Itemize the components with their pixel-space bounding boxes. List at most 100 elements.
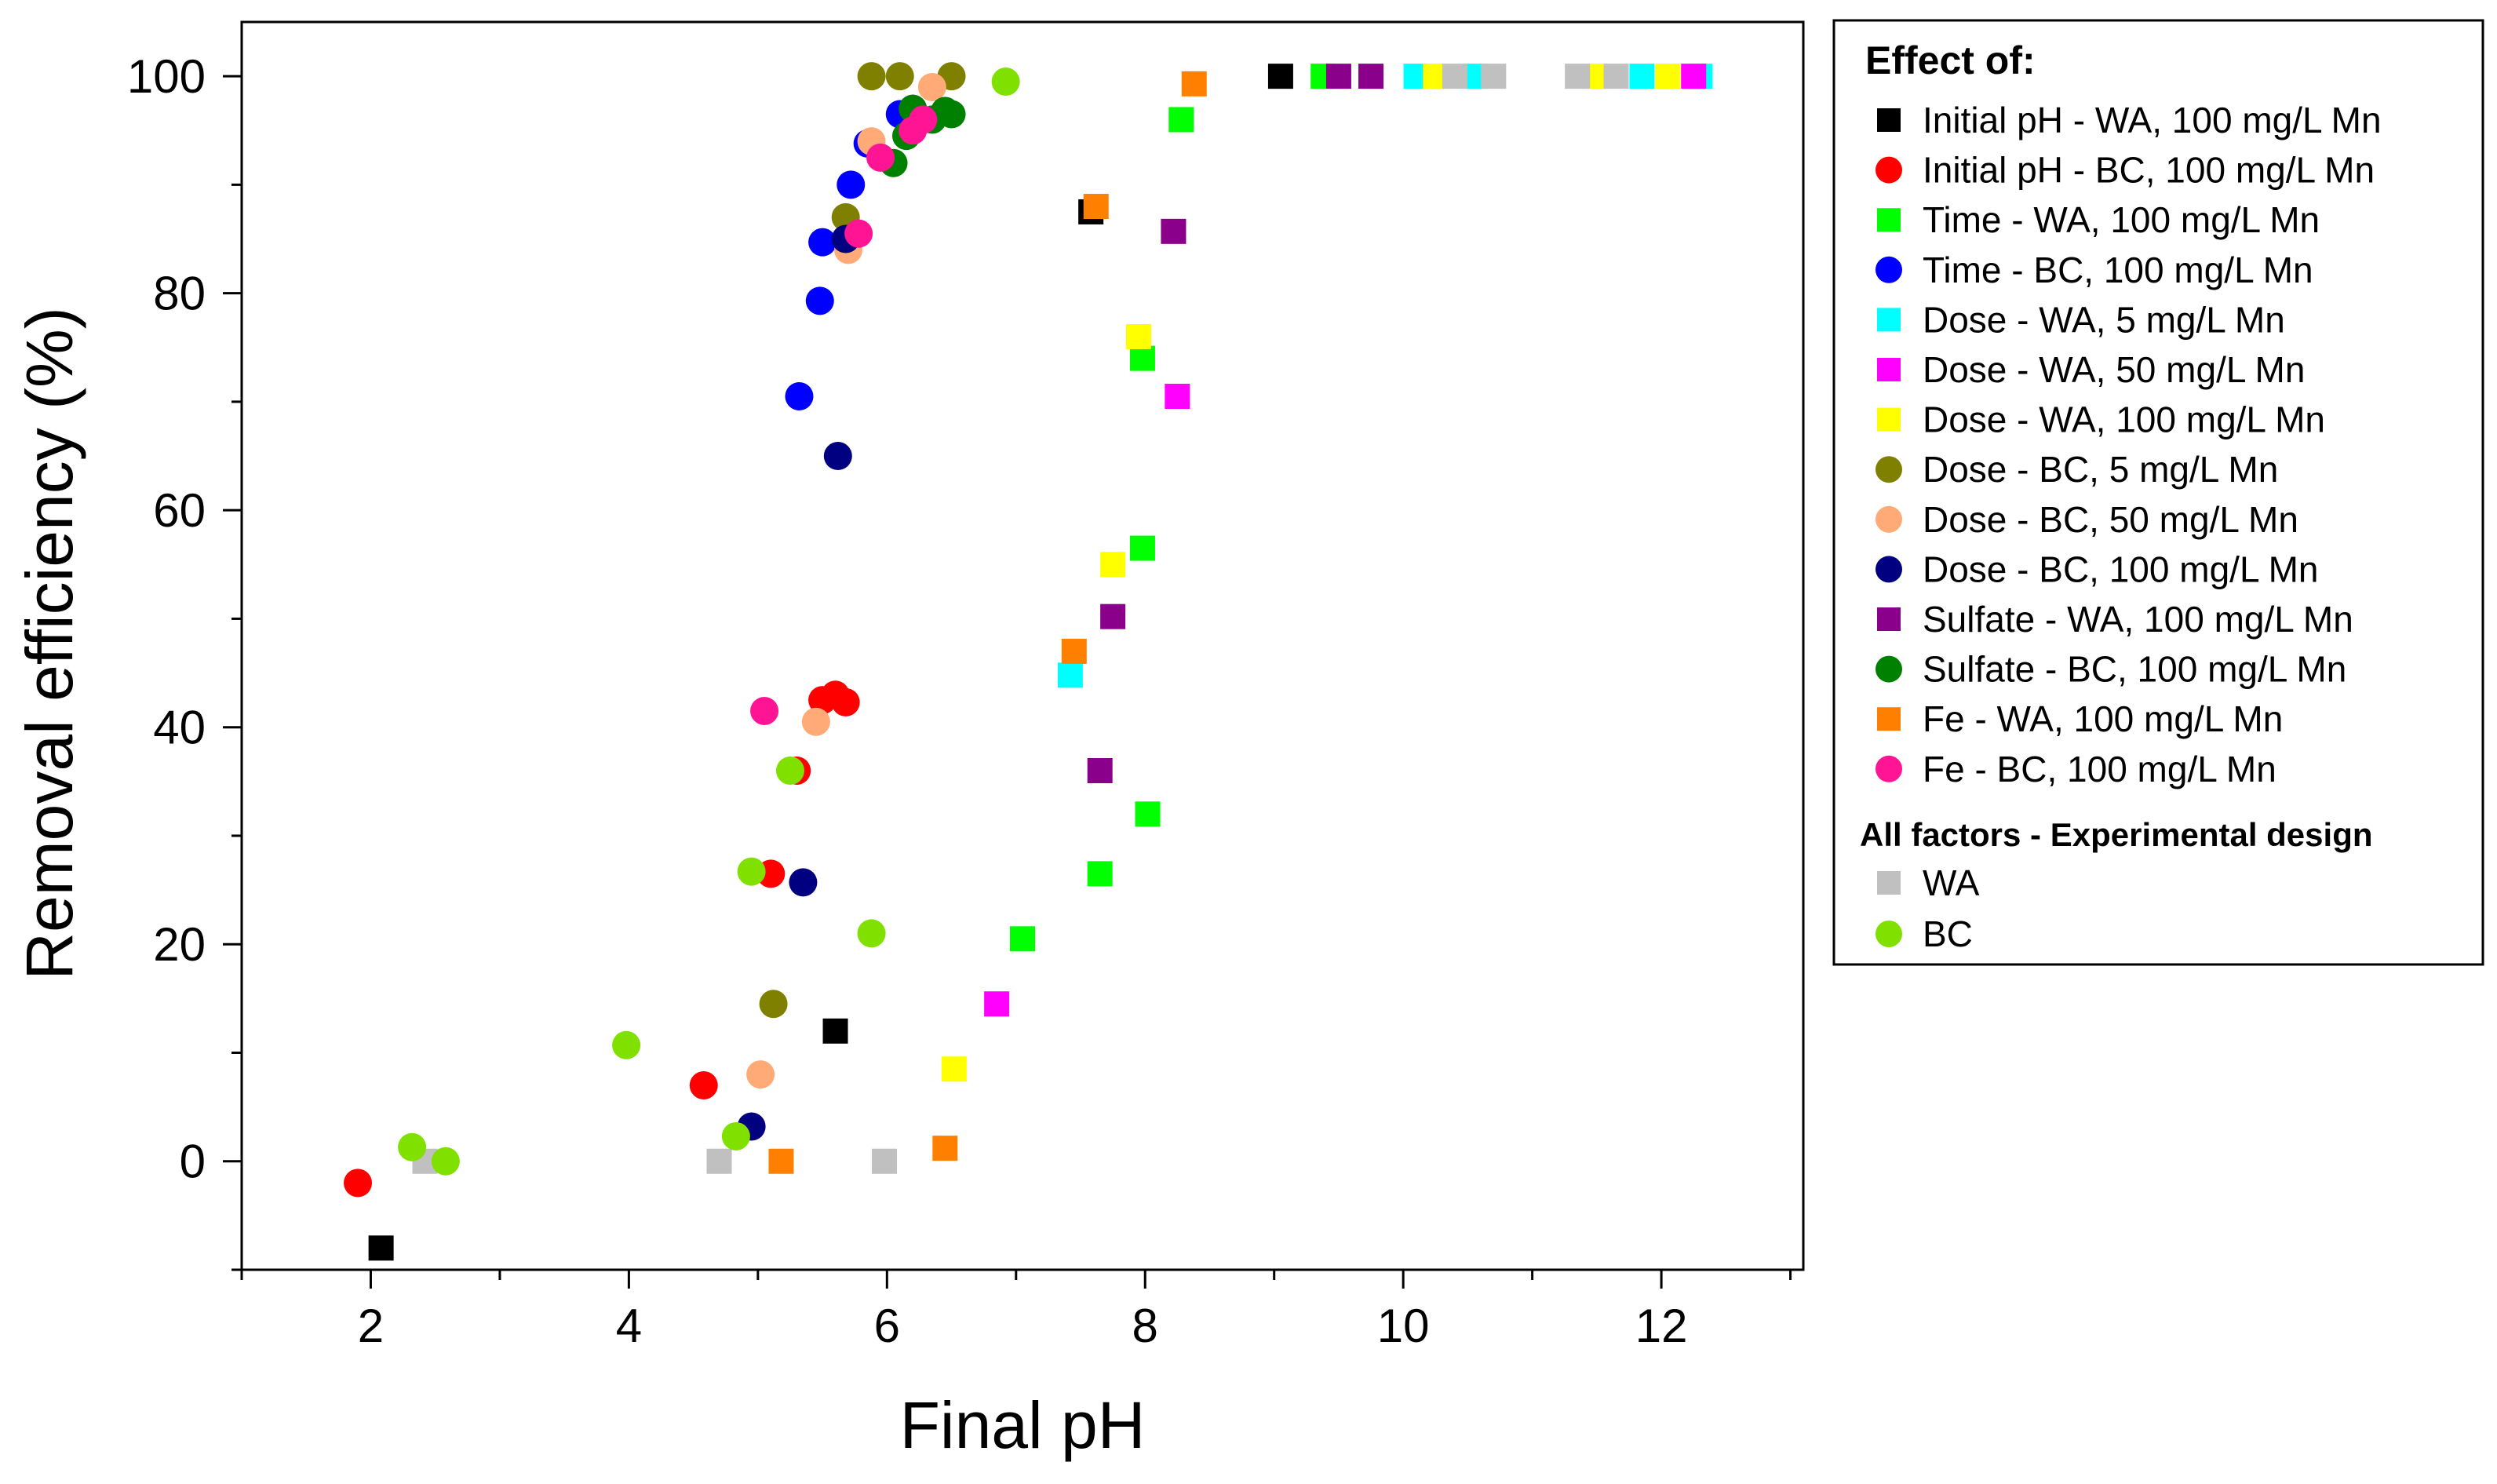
legend-entry: Dose - BC, 100 mg/L Mn [1875,549,2319,589]
legend-marker [1877,108,1901,132]
data-point [1565,64,1591,89]
data-point [984,991,1010,1017]
data-point [1442,64,1467,89]
y-tick-label: 80 [153,268,206,320]
data-point [1126,323,1152,349]
legend-marker [1877,358,1901,381]
x-tick-label: 8 [1132,1300,1158,1352]
legend-marker [1875,456,1902,483]
series [344,680,860,1198]
legend-entry: Dose - BC, 50 mg/L Mn [1875,499,2298,540]
data-point [885,62,914,91]
series [1087,64,1384,783]
data-point [1129,535,1155,561]
legend-entry: Sulfate - WA, 100 mg/L Mn [1877,599,2353,640]
data-point [991,67,1020,97]
data-point [805,286,834,315]
data-point [823,442,852,471]
data-point [866,143,895,172]
series [768,71,1207,1174]
legend-entry: Fe - WA, 100 mg/L Mn [1877,698,2283,739]
legend-entry: Time - WA, 100 mg/L Mn [1877,199,2320,240]
legend-entry: Dose - WA, 100 mg/L Mn [1877,399,2325,440]
legend-entry: Dose - WA, 50 mg/L Mn [1877,349,2305,390]
legend: Effect of: All factors - Experimental de… [1832,19,2484,966]
legend-label: WA [1923,862,1980,903]
legend-label: Dose - BC, 100 mg/L Mn [1923,549,2319,589]
data-point [1100,603,1126,629]
legend-marker [1875,156,1902,184]
y-tick-label: 0 [180,1136,206,1188]
data-point [872,1148,898,1174]
data-point [1010,926,1035,952]
x-tick-label: 4 [616,1300,642,1352]
legend-label: Dose - WA, 50 mg/L Mn [1923,349,2305,390]
data-point [785,382,814,410]
data-point [1129,345,1155,371]
x-tick-label: 2 [358,1300,384,1352]
x-axis-title: Final pH [900,1388,1146,1462]
x-tick-label: 10 [1377,1300,1430,1352]
series [984,64,1707,1017]
data-point [344,1169,373,1198]
y-axis-title: Removal efficiency (%) [13,307,86,979]
y-tick-label: 60 [153,484,206,537]
legend-marker [1875,755,1902,782]
data-point [909,105,938,134]
legend-label: Sulfate - BC, 100 mg/L Mn [1923,649,2346,690]
legend-label: Time - WA, 100 mg/L Mn [1923,199,2320,240]
data-point [1681,64,1707,89]
legend-label: Fe - WA, 100 mg/L Mn [1923,698,2283,739]
legend-entry: Fe - BC, 100 mg/L Mn [1875,749,2276,789]
data-point [1629,64,1655,89]
legend-label: Dose - WA, 5 mg/L Mn [1923,299,2285,340]
data-point [1181,71,1207,97]
legend-label: Time - BC, 100 mg/L Mn [1923,250,2313,290]
legend-box [1832,19,2484,966]
data-point [1057,662,1083,688]
data-point [768,1148,794,1174]
legend-entry: Dose - BC, 5 mg/L Mn [1875,449,2278,490]
data-point [706,1148,732,1174]
data-point [917,72,946,101]
plot-frame [240,20,1805,1271]
data-point [1168,107,1194,133]
series [759,62,966,1019]
data-point [932,1136,958,1161]
series [1010,64,1336,952]
legend-title: Effect of: [1865,38,2036,82]
legend-marker [1875,505,1902,533]
legend-label: BC [1923,913,1973,954]
data-point [1083,194,1109,220]
data-point [1603,64,1629,89]
y-tick-label: 40 [153,702,206,754]
series [1057,64,1713,688]
data-point [857,919,886,948]
legend-label: Initial pH - BC, 100 mg/L Mn [1923,150,2375,191]
legend-entry: Initial pH - BC, 100 mg/L Mn [1875,150,2375,191]
legend-entries: Initial pH - WA, 100 mg/L Mn Initial pH -… [1875,100,2382,954]
data-point [808,228,837,257]
legend-subtitle: All factors - Experimental design [1860,816,2373,853]
data-point [1165,384,1190,409]
data-point [789,868,818,897]
legend-label: Dose - WA, 100 mg/L Mn [1923,399,2325,440]
data-point [1655,64,1681,89]
data-point [844,219,873,248]
x-tick-label: 6 [874,1300,900,1352]
data-point [1325,64,1351,89]
series [398,67,1020,1176]
x-tick-label: 12 [1635,1300,1688,1352]
data-point [1161,218,1187,244]
legend-marker [1877,208,1901,232]
legend-marker [1877,707,1901,731]
legend-label: Dose - BC, 5 mg/L Mn [1923,449,2278,490]
data-point [1358,64,1384,89]
legend-marker [1875,256,1902,283]
data-point [398,1132,427,1161]
data-point [750,696,779,725]
data-point [1481,64,1507,89]
y-axis: 0 20 40 60 80 100 [127,50,242,1271]
legend-entry: Dose - WA, 5 mg/L Mn [1877,299,2285,340]
